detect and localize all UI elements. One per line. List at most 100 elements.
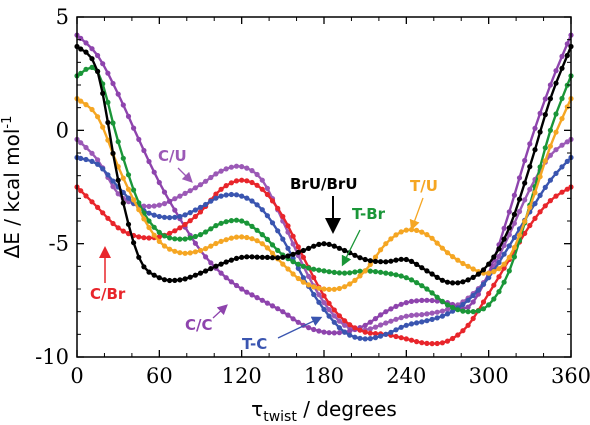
data-point xyxy=(486,302,492,308)
data-point xyxy=(228,257,234,263)
data-point xyxy=(444,302,451,308)
data-point xyxy=(156,238,162,244)
data-point xyxy=(378,333,384,339)
data-point xyxy=(141,147,147,154)
data-point xyxy=(233,234,240,240)
data-point xyxy=(419,297,425,303)
data-point xyxy=(460,308,466,314)
data-point xyxy=(434,309,440,315)
data-point xyxy=(336,318,342,324)
data-point xyxy=(553,80,559,86)
x-axis-title: τtwist / degrees xyxy=(251,397,397,425)
data-point xyxy=(450,308,456,314)
data-point xyxy=(110,178,116,184)
data-point xyxy=(393,257,399,263)
data-point xyxy=(187,218,193,224)
data-point xyxy=(553,193,559,199)
data-point xyxy=(378,247,384,253)
data-point xyxy=(419,229,425,235)
data-point xyxy=(429,297,435,304)
data-point xyxy=(408,312,415,318)
data-point xyxy=(516,196,523,202)
data-point xyxy=(249,236,255,242)
data-point xyxy=(367,261,373,268)
data-point xyxy=(120,155,126,161)
x-tick-label: 180 xyxy=(304,364,344,388)
series-t-c xyxy=(74,154,574,342)
data-point xyxy=(105,137,111,143)
axis-ticks: 0 60 120 180 240 300 360 5 0 -5 -10 xyxy=(35,5,590,388)
data-point xyxy=(306,265,312,271)
series-bru-bru xyxy=(74,43,574,286)
data-point xyxy=(136,200,142,206)
data-point xyxy=(439,313,445,319)
data-point xyxy=(83,193,89,199)
data-point xyxy=(316,292,322,298)
data-point xyxy=(203,246,209,252)
data-point xyxy=(203,254,209,260)
data-point xyxy=(264,185,270,191)
data-point xyxy=(156,275,162,281)
data-point xyxy=(378,269,384,275)
data-point xyxy=(228,191,234,198)
x-tick-label: 120 xyxy=(222,364,262,388)
data-point xyxy=(506,225,512,231)
data-point xyxy=(347,332,353,338)
data-point xyxy=(419,312,425,318)
data-point xyxy=(455,332,461,338)
data-point xyxy=(161,214,168,220)
y-tick-label: -10 xyxy=(35,345,69,369)
y-tick-label: -5 xyxy=(49,232,69,256)
data-point xyxy=(522,180,528,186)
data-point xyxy=(414,227,420,233)
data-point xyxy=(403,322,409,328)
data-point xyxy=(491,282,497,288)
data-point xyxy=(398,273,404,279)
data-point xyxy=(393,272,399,278)
data-point xyxy=(89,46,95,52)
data-point xyxy=(357,268,363,274)
data-point xyxy=(372,254,379,260)
data-point xyxy=(192,233,198,240)
x-tick-label: 240 xyxy=(386,364,426,388)
data-point xyxy=(393,303,399,309)
data-point xyxy=(275,306,281,312)
data-point xyxy=(527,222,533,229)
data-point xyxy=(141,235,147,241)
data-point xyxy=(321,268,327,274)
data-point xyxy=(388,329,394,335)
data-point xyxy=(393,316,399,322)
data-point xyxy=(254,202,260,208)
data-point xyxy=(393,333,399,340)
data-point xyxy=(311,266,317,272)
data-point xyxy=(388,318,394,324)
data-point xyxy=(559,189,565,195)
data-point xyxy=(398,335,404,341)
data-point xyxy=(95,204,101,210)
data-point xyxy=(295,249,301,255)
arrow-c-c xyxy=(212,304,228,319)
data-point xyxy=(264,191,270,198)
data-point xyxy=(136,207,142,213)
data-point xyxy=(115,225,121,231)
data-point xyxy=(208,266,214,272)
data-point xyxy=(362,256,368,263)
data-point xyxy=(439,277,445,283)
data-point xyxy=(223,259,229,265)
data-point xyxy=(83,40,89,46)
data-point xyxy=(553,111,559,117)
data-point xyxy=(115,177,121,183)
data-point xyxy=(172,196,178,202)
data-point xyxy=(306,282,312,288)
annotation-t-br: T-Br xyxy=(341,205,386,267)
data-point xyxy=(491,254,497,260)
data-point xyxy=(95,157,101,163)
data-point xyxy=(486,275,492,281)
data-point xyxy=(244,234,250,241)
data-point xyxy=(403,256,409,263)
data-point xyxy=(187,274,193,280)
data-point xyxy=(239,218,245,224)
data-point xyxy=(306,245,312,251)
data-point xyxy=(233,178,240,184)
data-point xyxy=(306,273,312,279)
